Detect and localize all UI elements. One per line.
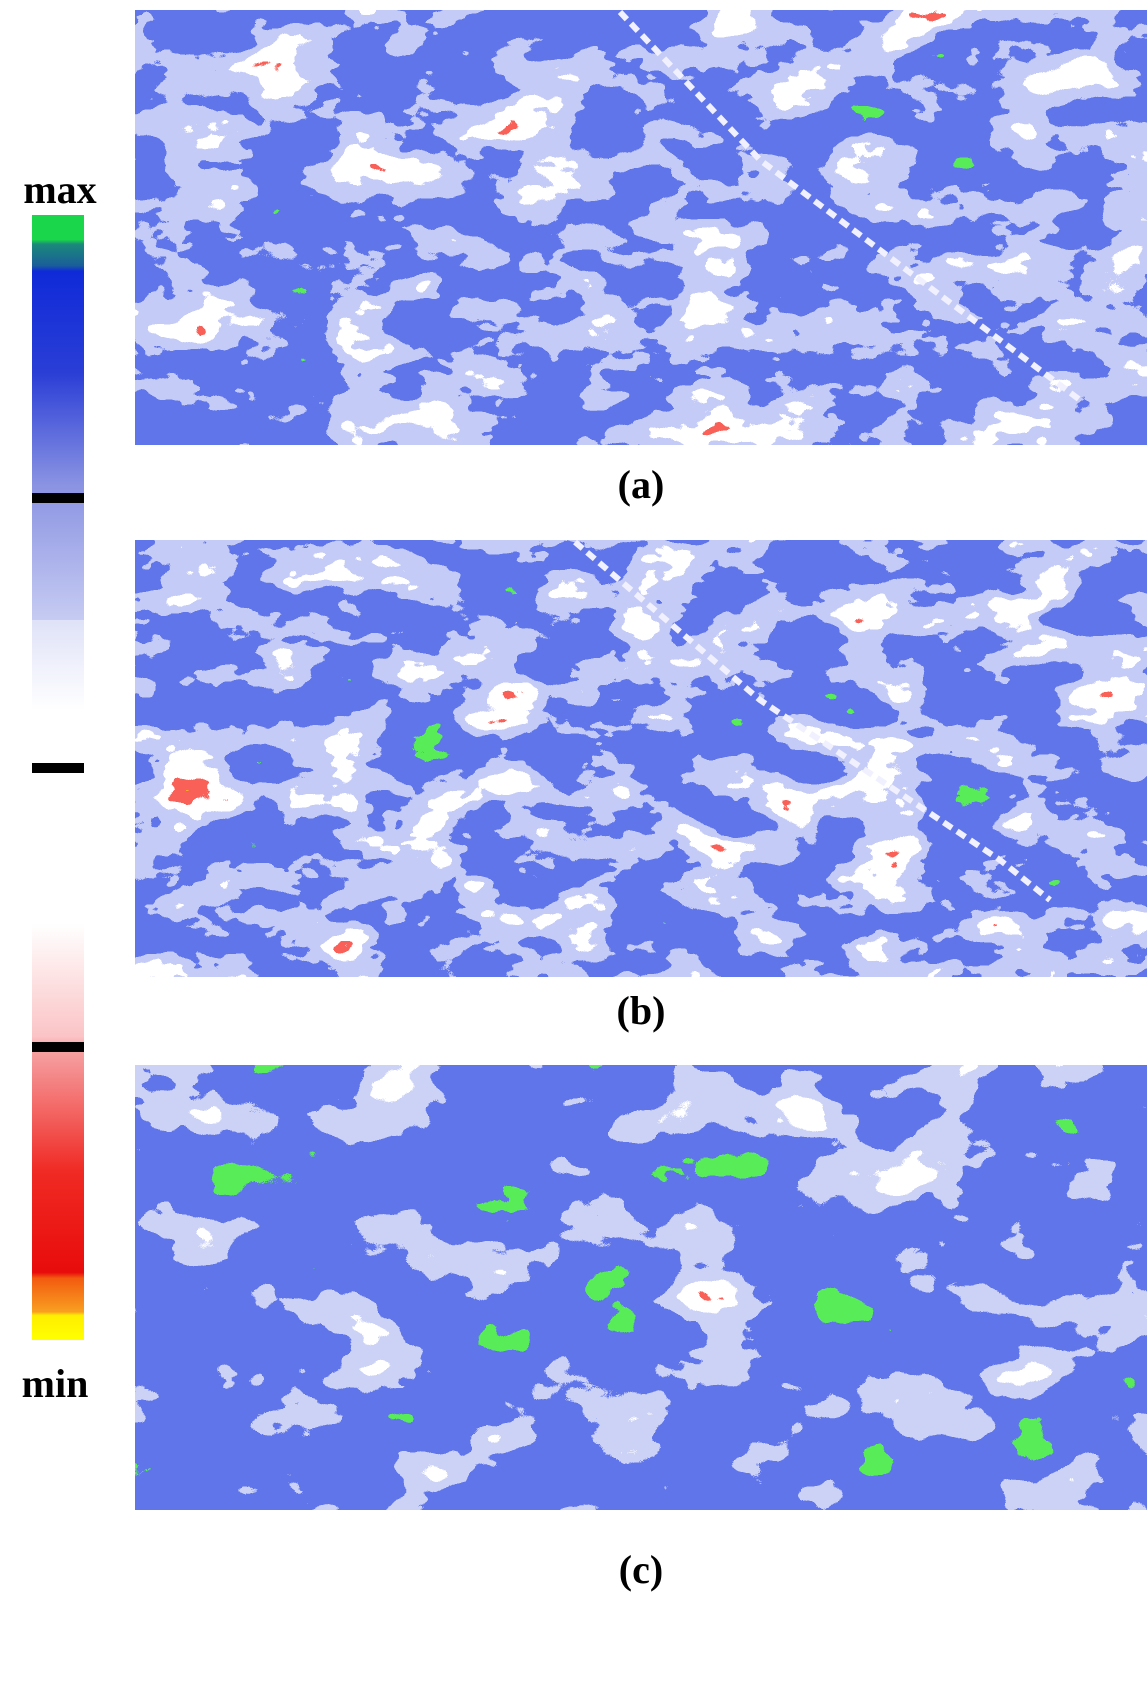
map-panel — [135, 1065, 1147, 1510]
map-panel — [135, 10, 1147, 445]
figure: max min (a) (b) (c) — [0, 0, 1147, 1698]
colorbar-min-label: min — [22, 1361, 89, 1406]
colorbar-divider — [32, 1042, 84, 1052]
colorbar — [32, 215, 84, 1340]
colorbar-divider — [32, 493, 84, 503]
panel-caption: (c) — [619, 1547, 663, 1592]
colorbar-divider — [32, 763, 84, 773]
colorbar-max-label: max — [23, 167, 96, 212]
panel-caption: (a) — [618, 462, 665, 507]
panel-caption: (b) — [617, 988, 666, 1033]
map-panel — [135, 540, 1147, 977]
